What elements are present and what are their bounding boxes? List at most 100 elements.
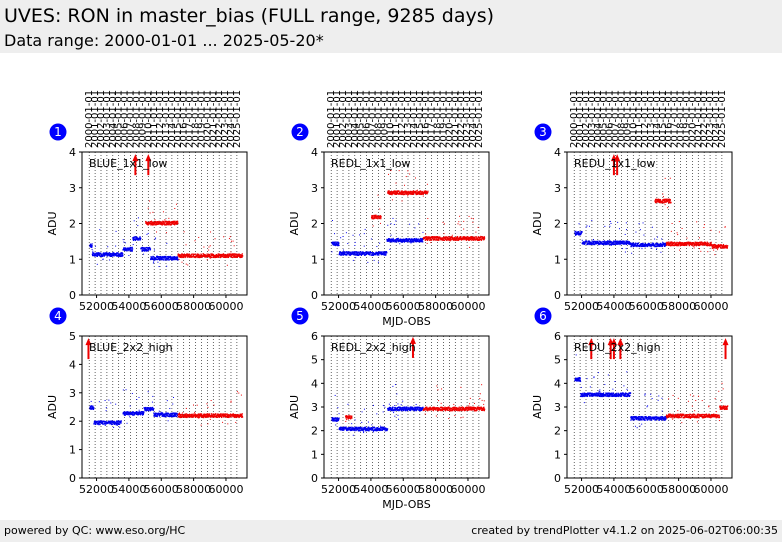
- data-point: [241, 413, 243, 415]
- data-point: [356, 251, 358, 253]
- data-point: [390, 240, 392, 243]
- data-point: [428, 408, 430, 411]
- data-point: [625, 222, 627, 224]
- data-point: [710, 241, 712, 244]
- data-point: [363, 431, 365, 433]
- data-point: [378, 252, 380, 255]
- data-point: [444, 406, 446, 408]
- data-point: [337, 243, 339, 246]
- data-point: [110, 422, 112, 425]
- top-date-label: 2024-01-01: [711, 90, 722, 148]
- data-point: [147, 221, 149, 224]
- data-point: [94, 245, 96, 247]
- data-point: [445, 237, 447, 239]
- data-point: [184, 254, 186, 256]
- data-point: [95, 423, 97, 425]
- x-tick-label: 60000: [208, 483, 243, 496]
- data-point: [408, 192, 411, 194]
- top-date-label: 2009-01-01: [137, 90, 148, 148]
- data-point: [336, 418, 339, 420]
- top-date-label: 2005-01-01: [599, 90, 610, 148]
- data-point: [171, 259, 173, 261]
- data-point: [124, 411, 126, 413]
- data-point: [183, 415, 186, 417]
- data-point: [198, 256, 200, 259]
- data-point: [693, 243, 695, 245]
- data-point: [421, 241, 423, 243]
- data-point: [669, 242, 671, 245]
- data-point: [97, 422, 99, 425]
- x-tick-label: 54000: [111, 300, 146, 313]
- data-point: [409, 241, 412, 243]
- data-point: [661, 200, 663, 202]
- data-point: [109, 252, 111, 254]
- top-date-label: 2009-01-01: [379, 90, 390, 148]
- data-point: [459, 224, 461, 226]
- data-point: [406, 241, 408, 243]
- data-point: [652, 242, 654, 244]
- data-point: [371, 252, 373, 254]
- data-point: [151, 221, 153, 223]
- data-point: [705, 242, 707, 245]
- data-point: [228, 255, 230, 257]
- data-point: [586, 241, 588, 243]
- data-point: [354, 419, 356, 421]
- data-point: [171, 256, 173, 258]
- x-axis-label: MJD-OBS: [382, 315, 430, 328]
- data-point: [208, 415, 210, 417]
- data-point: [367, 261, 369, 263]
- data-point: [153, 224, 155, 226]
- data-point: [428, 237, 430, 239]
- data-point: [161, 415, 163, 417]
- data-point: [359, 427, 361, 430]
- data-point: [364, 426, 366, 429]
- data-point: [162, 211, 164, 213]
- data-point: [381, 426, 383, 429]
- data-point: [374, 216, 376, 219]
- data-point: [724, 226, 726, 228]
- data-point: [379, 217, 381, 220]
- data-point: [597, 241, 600, 244]
- data-point: [166, 414, 168, 416]
- data-point: [611, 242, 614, 244]
- data-point: [134, 236, 136, 238]
- data-point: [200, 254, 202, 256]
- data-point: [395, 240, 397, 243]
- data-point: [468, 239, 470, 241]
- data-point: [224, 256, 227, 258]
- data-point: [152, 222, 154, 225]
- data-point: [603, 243, 605, 246]
- data-point: [151, 256, 153, 258]
- data-point: [105, 410, 107, 412]
- data-point: [154, 238, 156, 240]
- data-point: [99, 423, 101, 426]
- data-point: [426, 239, 429, 241]
- data-point: [627, 241, 629, 244]
- data-point: [136, 411, 138, 413]
- data-point: [236, 256, 239, 258]
- top-date-label: 2013-01-01: [161, 90, 172, 148]
- data-point: [175, 223, 177, 225]
- data-point: [120, 422, 122, 424]
- x-tick-label: 60000: [693, 300, 728, 313]
- data-point: [167, 420, 169, 422]
- data-point: [718, 244, 720, 246]
- data-point: [360, 251, 362, 253]
- data-point: [701, 241, 703, 244]
- data-point: [104, 252, 106, 254]
- data-point: [358, 426, 361, 429]
- data-point: [160, 223, 163, 226]
- data-point: [579, 233, 582, 236]
- data-point: [721, 247, 723, 249]
- data-point: [236, 416, 238, 418]
- data-point: [100, 421, 102, 423]
- data-point: [226, 413, 229, 415]
- top-date-label: 2011-01-01: [391, 90, 402, 148]
- data-point: [189, 255, 192, 258]
- data-point: [177, 259, 179, 261]
- data-point: [467, 238, 470, 241]
- data-point: [415, 192, 417, 195]
- data-point: [170, 415, 172, 417]
- data-point: [367, 429, 369, 432]
- data-point: [97, 420, 99, 422]
